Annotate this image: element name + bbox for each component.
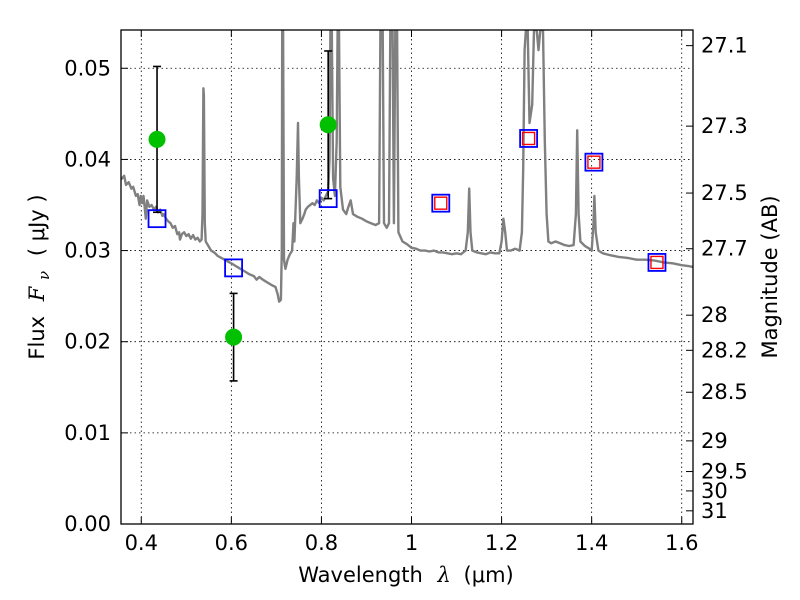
y2-axis-title: Magnitude (AB) — [758, 195, 782, 358]
x-axis-title-unit: (μm) — [464, 563, 514, 587]
tick-labels: 0.4 0.6 0.8 1 1.2 1.4 1.6 0.00 0.01 0.02 0.03 0.04 0… — [64, 34, 748, 555]
y-tick-label: 0.00 — [64, 512, 111, 536]
x-tick-label: 1.4 — [575, 531, 608, 555]
x-axis-title-symbol: λ — [437, 563, 451, 587]
tick-marks — [121, 30, 693, 525]
measured-point — [148, 130, 166, 148]
x-tick-label: 0.6 — [215, 531, 248, 555]
x-tick-label: 0.8 — [305, 531, 338, 555]
model-square-inner — [650, 255, 664, 270]
y-tick-label: 0.03 — [64, 239, 111, 263]
y2-tick-label: 27.1 — [701, 34, 748, 58]
y2-tick-label: 28 — [701, 303, 728, 327]
y-axis-title-unit: ( μJy ) — [25, 194, 49, 256]
model-square — [224, 258, 243, 278]
x-axis-title: Wavelength λ (μm) — [298, 563, 513, 587]
measured-point — [319, 116, 337, 134]
y-tick-label: 0.02 — [64, 330, 111, 354]
model-square-outer — [519, 129, 539, 148]
y2-tick-label: 27.7 — [701, 237, 748, 261]
model-square-inner — [434, 196, 448, 210]
y2-tick-label: 30 — [701, 479, 728, 503]
y-axis-title: Flux F ν ( μJy ) — [25, 194, 54, 359]
spectrum-line — [121, 30, 693, 303]
y2-tick-label: 28.2 — [701, 338, 748, 362]
x-tick-label: 1.2 — [485, 531, 518, 555]
y2-tick-label: 29 — [701, 429, 728, 453]
model-square-inner — [521, 131, 536, 146]
y-axis-title-prefix: Flux — [25, 316, 49, 360]
x-axis-title-prefix: Wavelength — [298, 563, 423, 587]
y-axis-title-subscript: ν — [35, 271, 53, 280]
series-layer — [121, 30, 693, 382]
x-tick-label: 0.4 — [125, 531, 158, 555]
model-square-outer — [431, 193, 451, 213]
model-square — [318, 189, 338, 209]
model-square — [147, 209, 167, 229]
y-tick-label: 0.01 — [64, 421, 111, 445]
y2-tick-label: 28.5 — [701, 380, 748, 404]
plot-frame — [120, 29, 694, 525]
y2-tick-label: 31 — [701, 499, 728, 523]
x-tick-label: 1.6 — [665, 531, 698, 555]
y2-tick-label: 27.3 — [701, 114, 748, 138]
y-axis-title-symbol: F — [25, 285, 49, 302]
y-tick-label: 0.05 — [64, 56, 111, 80]
y-tick-label: 0.04 — [64, 147, 111, 171]
model-square-inner — [587, 155, 601, 169]
y2-tick-label: 27.5 — [701, 181, 748, 205]
y2-tick-label: 29.5 — [701, 460, 748, 484]
measured-point — [225, 328, 243, 346]
x-tick-label: 1 — [405, 531, 418, 555]
model-square-outer — [584, 152, 604, 172]
model-square-outer — [647, 253, 667, 272]
